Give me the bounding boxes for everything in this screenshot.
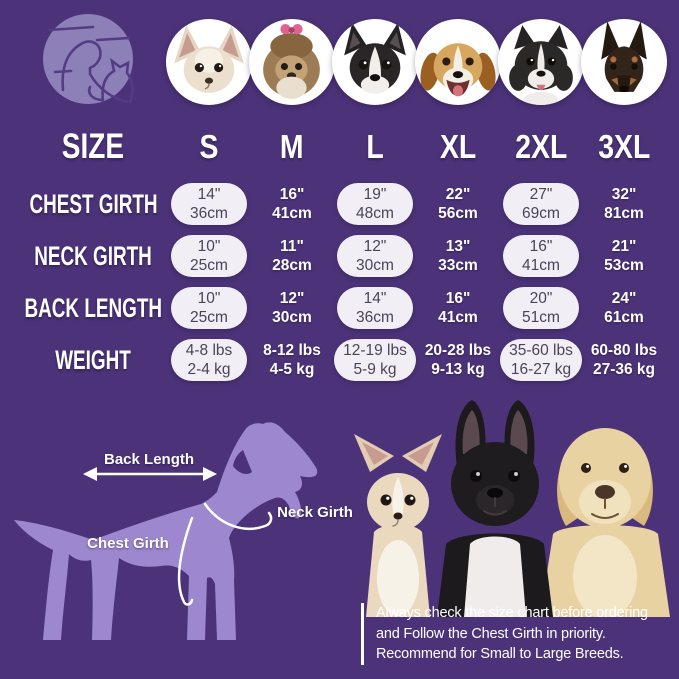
cell-back-xl: 16" 41cm xyxy=(438,290,478,326)
measurement-pill: 35-60 lbs 16-27 kg xyxy=(500,339,582,381)
cell-weight-s: 4-8 lbs 2-4 kg xyxy=(167,336,251,384)
row-label-chest-girth: CHEST GIRTH xyxy=(28,188,158,219)
cell-chest-2xl: 27" 69cm xyxy=(499,180,583,228)
cell-neck-m: 11" 28cm xyxy=(272,238,312,274)
dog-photo-boston-terrier xyxy=(332,19,418,105)
cell-chest-m: 16" 41cm xyxy=(272,186,312,222)
cell-weight-l: 12-19 lbs 5-9 kg xyxy=(333,336,417,384)
dog-measurement-diagram xyxy=(14,422,318,640)
size-column-2xl: 2XL xyxy=(514,128,568,165)
size-advice-note: Always check the size chart before order… xyxy=(361,603,679,665)
cell-back-3xl: 24" 61cm xyxy=(604,290,644,326)
measurement-pill: 19" 48cm xyxy=(337,183,413,225)
size-title-text: SIZE xyxy=(61,127,125,166)
size-column-s: S xyxy=(199,128,219,165)
measurement-pill: 10" 25cm xyxy=(171,235,247,277)
measurement-pill: 14" 36cm xyxy=(171,183,247,225)
beagle-icon xyxy=(420,43,496,97)
cell-neck-xl: 13" 33cm xyxy=(438,238,478,274)
chihuahua-icon xyxy=(174,25,244,93)
cell-chest-xl: 22" 56cm xyxy=(438,186,478,222)
cell-chest-3xl: 32" 81cm xyxy=(604,186,644,222)
cell-chest-s: 14" 36cm xyxy=(167,180,251,228)
dog-photo-border-collie xyxy=(498,19,584,105)
note-line-2: and Follow the Chest Girth in priority. xyxy=(376,625,606,642)
note-line-1: Always check the size chart before order… xyxy=(376,605,648,621)
row-label-back-length: BACK LENGTH xyxy=(24,292,162,323)
table-row-neck-girth: NECK GIRTH 10" 25cm 11" 28cm 12" 30cm 13" 33… xyxy=(0,232,679,280)
cell-neck-2xl: 16" 41cm xyxy=(499,232,583,280)
dog-and-cat-logo-icon xyxy=(43,14,134,104)
size-header-label: SIZE xyxy=(4,126,182,168)
cell-chest-l: 19" 48cm xyxy=(333,180,417,228)
back-length-arrowhead-left xyxy=(83,467,97,481)
measurement-pill: 16" 41cm xyxy=(503,235,579,277)
table-row-chest-girth: CHEST GIRTH 14" 36cm 16" 41cm 19" 48cm 22" 5… xyxy=(0,180,679,228)
back-length-label: Back Length xyxy=(104,451,195,468)
cell-back-s: 10" 25cm xyxy=(167,284,251,332)
cell-neck-s: 10" 25cm xyxy=(167,232,251,280)
labrador-retriever-icon xyxy=(540,428,670,617)
boston-terrier-icon xyxy=(344,23,406,94)
measurement-pill: 14" 36cm xyxy=(337,287,413,329)
measurement-pill: 4-8 lbs 2-4 kg xyxy=(171,339,247,381)
size-column-3xl: 3XL xyxy=(597,128,651,165)
measurement-pill: 12-19 lbs 5-9 kg xyxy=(334,339,416,381)
measurement-pill: 20" 51cm xyxy=(503,287,579,329)
measurement-pill: 12" 30cm xyxy=(337,235,413,277)
measurement-pill: 10" 25cm xyxy=(171,287,247,329)
cell-back-l: 14" 36cm xyxy=(333,284,417,332)
chest-girth-label: Chest Girth xyxy=(87,535,169,552)
neck-girth-line xyxy=(203,502,273,531)
row-label-neck-girth: NECK GIRTH xyxy=(34,240,152,271)
doberman-icon xyxy=(601,21,647,93)
dog-photo-beagle xyxy=(415,19,501,105)
dog-photo-shih-tzu xyxy=(249,19,335,105)
dog-silhouette xyxy=(14,422,318,640)
dog-photo-chihuahua xyxy=(166,19,252,105)
cell-weight-3xl: 60-80 lbs 27-36 kg xyxy=(590,342,658,378)
cell-weight-xl: 20-28 lbs 9-13 kg xyxy=(424,342,492,378)
chest-girth-line xyxy=(177,516,194,606)
table-row-weight: WEIGHT 4-8 lbs 2-4 kg 8-12 lbs 4-5 kg 12-1… xyxy=(0,336,679,384)
border-collie-icon xyxy=(509,25,573,105)
cell-back-2xl: 20" 51cm xyxy=(499,284,583,332)
shih-tzu-icon xyxy=(263,24,320,99)
ear-notch xyxy=(233,450,252,474)
size-column-m: M xyxy=(280,128,304,165)
neck-girth-label: Neck Girth xyxy=(277,504,353,521)
cell-neck-3xl: 21" 53cm xyxy=(604,238,644,274)
dog-photo-doberman xyxy=(581,19,667,105)
chihuahua-bottom-icon xyxy=(354,434,442,617)
note-line-3: Recommend for Small to Large Breeds. xyxy=(376,646,624,662)
back-length-arrowhead-right xyxy=(203,467,217,481)
row-label-weight: WEIGHT xyxy=(55,344,131,375)
size-column-xl: XL xyxy=(439,128,477,165)
table-row-back-length: BACK LENGTH 10" 25cm 12" 30cm 14" 36cm 16" 4… xyxy=(0,284,679,332)
cell-weight-m: 8-12 lbs 4-5 kg xyxy=(263,342,321,378)
french-bulldog-icon xyxy=(437,400,553,617)
bottom-dogs-photo-group xyxy=(354,400,670,617)
cell-neck-l: 12" 30cm xyxy=(333,232,417,280)
measurement-pill: 27" 69cm xyxy=(503,183,579,225)
size-column-l: L xyxy=(366,128,384,165)
cell-weight-2xl: 35-60 lbs 16-27 kg xyxy=(499,336,583,384)
cell-back-m: 12" 30cm xyxy=(272,290,312,326)
